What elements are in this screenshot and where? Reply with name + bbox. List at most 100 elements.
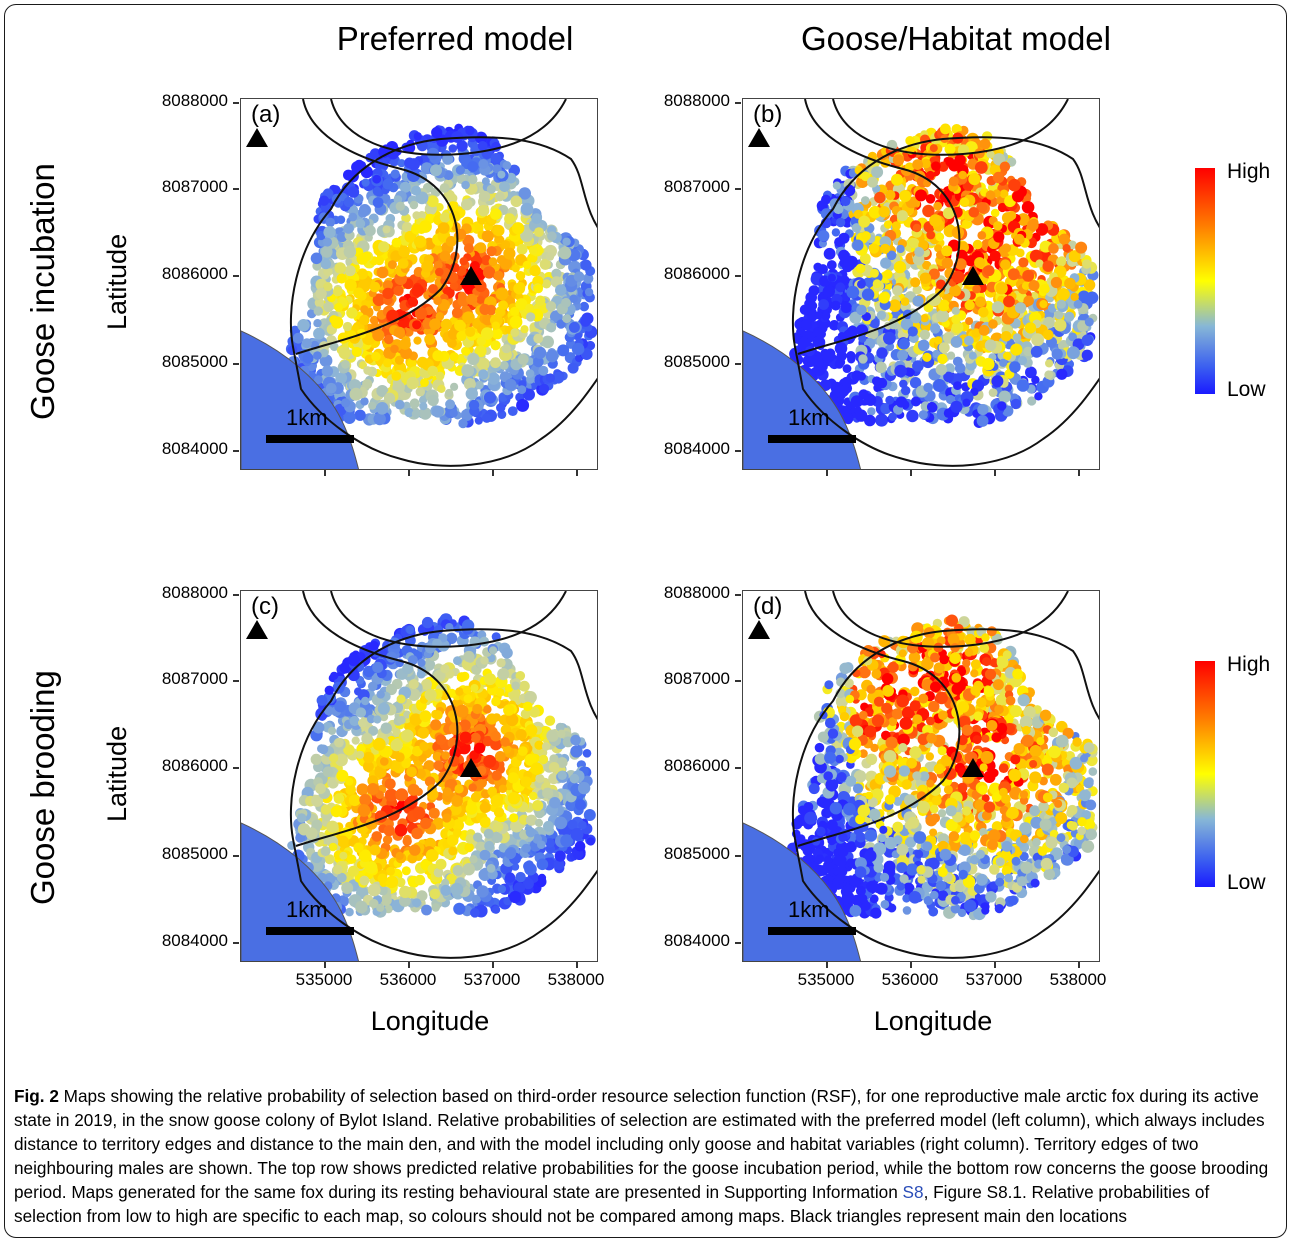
- selection-point: [390, 169, 400, 179]
- selection-point: [842, 364, 852, 373]
- selection-point: [461, 364, 475, 377]
- selection-point: [435, 267, 444, 277]
- selection-point: [319, 348, 329, 358]
- selection-point: [376, 690, 385, 699]
- panel-label: (c): [251, 593, 279, 620]
- selection-point: [465, 125, 475, 136]
- selection-point: [800, 319, 813, 331]
- selection-point: [467, 161, 479, 173]
- selection-point: [520, 776, 532, 788]
- selection-point: [1050, 276, 1062, 289]
- neighbour-territory-edge: [295, 591, 459, 847]
- selection-point: [315, 783, 326, 795]
- selection-point: [876, 310, 887, 320]
- selection-point: [937, 353, 948, 365]
- selection-point: [398, 245, 410, 258]
- selection-point: [515, 729, 527, 741]
- selection-point: [416, 669, 426, 679]
- neighbour-territory-edge: [295, 99, 459, 355]
- selection-point: [928, 268, 940, 280]
- selection-point: [538, 754, 549, 765]
- selection-point: [1003, 295, 1015, 308]
- selection-point: [409, 844, 421, 856]
- selection-point: [394, 752, 405, 762]
- selection-point: [922, 260, 932, 270]
- selection-point: [429, 318, 441, 331]
- selection-point: [1056, 368, 1068, 380]
- selection-point: [463, 694, 473, 704]
- map-panel-a: (a) 1km: [240, 98, 598, 470]
- selection-point: [517, 746, 528, 756]
- selection-point: [491, 696, 501, 707]
- selection-point: [949, 284, 962, 297]
- selection-point: [858, 354, 868, 364]
- selection-point: [991, 301, 1004, 314]
- selection-point: [944, 143, 956, 155]
- selection-point: [363, 665, 375, 678]
- selection-point: [354, 409, 366, 421]
- selection-point: [407, 655, 418, 666]
- selection-point: [580, 316, 591, 327]
- selection-point: [399, 181, 411, 193]
- selection-point: [560, 834, 574, 848]
- selection-point: [292, 332, 304, 344]
- selection-point: [497, 668, 510, 681]
- selection-point: [534, 740, 544, 750]
- selection-point: [832, 181, 841, 190]
- selection-point: [812, 327, 823, 337]
- selection-point: [463, 378, 476, 390]
- selection-point: [822, 285, 835, 298]
- selection-point: [463, 243, 474, 254]
- selection-point: [1013, 233, 1025, 245]
- selection-point: [999, 161, 1011, 172]
- selection-point: [336, 769, 349, 782]
- selection-point: [568, 321, 580, 333]
- selection-point: [433, 296, 442, 305]
- selection-point: [318, 195, 330, 206]
- selection-point: [891, 173, 903, 186]
- selection-point: [463, 650, 475, 663]
- neighbour-territory-edge: [330, 591, 567, 648]
- main-den-triangle: [460, 758, 482, 777]
- selection-point: [912, 295, 924, 307]
- selection-point: [891, 221, 901, 231]
- selection-point: [380, 757, 389, 766]
- selection-point: [415, 387, 425, 397]
- selection-point: [582, 749, 592, 758]
- selection-point: [421, 260, 434, 273]
- selection-point: [385, 683, 397, 696]
- selection-point: [439, 183, 450, 193]
- selection-point: [427, 394, 439, 407]
- selection-point: [476, 295, 485, 304]
- selection-point: [397, 715, 406, 725]
- selection-point: [348, 212, 358, 222]
- selection-point: [1035, 223, 1049, 236]
- selection-point: [534, 284, 543, 294]
- selection-point: [454, 319, 466, 332]
- selection-point: [868, 205, 882, 219]
- selection-point: [479, 304, 491, 315]
- selection-point: [369, 315, 379, 325]
- selection-point: [348, 794, 361, 807]
- selection-point: [503, 704, 515, 716]
- selection-point: [343, 245, 357, 259]
- selection-point: [490, 795, 503, 808]
- selection-point: [511, 681, 520, 690]
- selection-point: [525, 369, 535, 378]
- selection-point: [476, 885, 489, 898]
- selection-point: [511, 222, 525, 235]
- selection-point: [449, 281, 459, 290]
- selection-point: [910, 312, 922, 324]
- selection-point: [468, 399, 480, 411]
- selection-point: [424, 333, 436, 345]
- selection-point: [455, 687, 464, 696]
- selection-point: [406, 625, 415, 635]
- neighbour-territory-edge: [797, 99, 961, 355]
- selection-point: [455, 165, 465, 175]
- selection-point: [407, 783, 420, 796]
- selection-point: [545, 252, 555, 261]
- selection-point: [492, 821, 504, 832]
- selection-point: [880, 243, 891, 254]
- selection-point: [499, 360, 509, 370]
- selection-point: [493, 224, 505, 237]
